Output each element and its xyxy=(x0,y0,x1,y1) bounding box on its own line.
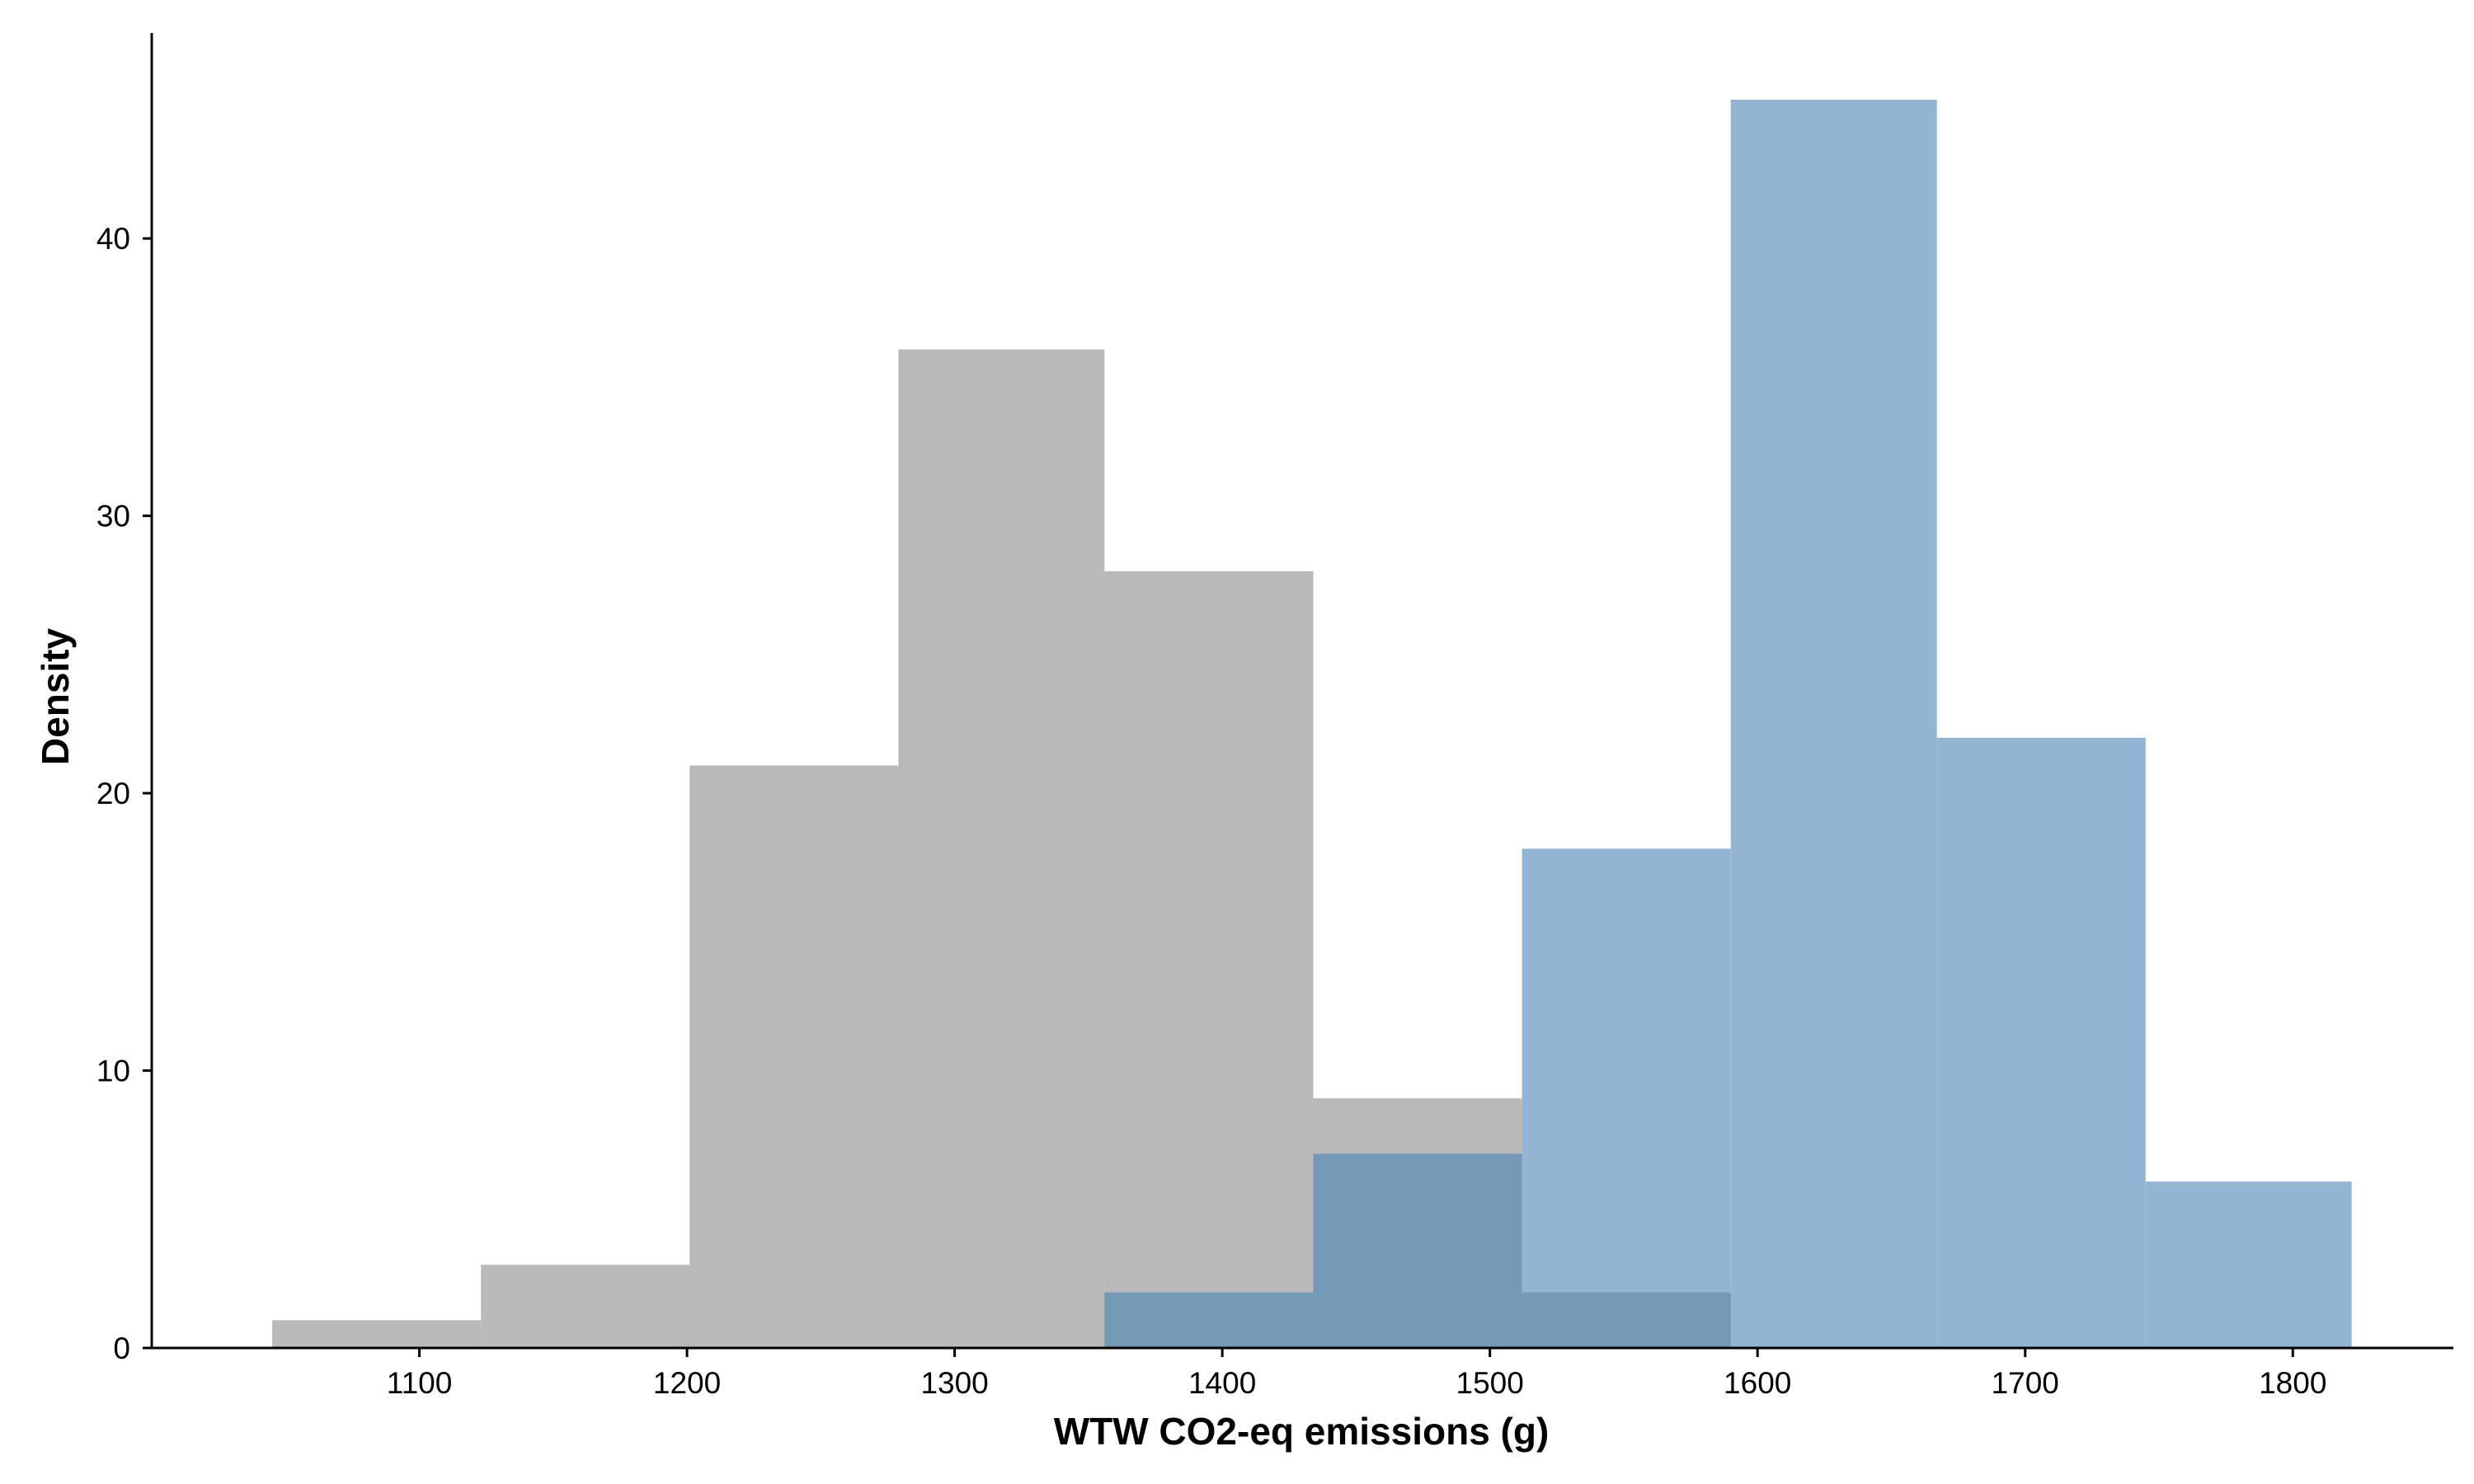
overlap-bar xyxy=(1104,1292,1314,1348)
series-2-bar xyxy=(1730,100,1937,1348)
series-1-bar xyxy=(1104,571,1314,1348)
y-tick-label: 10 xyxy=(96,1054,130,1088)
bars-layer xyxy=(272,100,2352,1348)
y-tick-label: 20 xyxy=(96,777,130,810)
series-1-bar xyxy=(689,765,899,1348)
series-2-bar xyxy=(1522,848,1731,1348)
x-tick-label: 1400 xyxy=(1188,1366,1256,1400)
series-1-bar xyxy=(898,349,1105,1348)
x-tick-label: 1600 xyxy=(1724,1366,1791,1400)
series-1-bar xyxy=(481,1265,690,1348)
y-axis-title: Density xyxy=(34,628,77,766)
overlap-bar xyxy=(1313,1153,1522,1348)
x-tick-label: 1100 xyxy=(387,1366,453,1400)
y-tick-label: 40 xyxy=(96,222,130,256)
overlap-bar xyxy=(1522,1292,1731,1348)
axes-layer xyxy=(148,33,2453,1350)
series-2-bar xyxy=(1936,737,2146,1348)
series-2-bar xyxy=(2145,1181,2352,1348)
series-1-bar xyxy=(272,1320,482,1348)
x-tick-label: 1300 xyxy=(920,1366,988,1400)
y-tick-label: 30 xyxy=(96,500,130,533)
ticks-layer: 1100 1200 1300 1400 1500 1600 1700 1800 0 10 20 30 4… xyxy=(96,222,2327,1400)
x-tick-label: 1800 xyxy=(2259,1366,2326,1400)
y-tick-label: 0 xyxy=(113,1331,130,1365)
x-tick-label: 1200 xyxy=(653,1366,721,1400)
x-tick-label: 1500 xyxy=(1456,1366,1524,1400)
x-tick-label: 1700 xyxy=(1992,1366,2059,1400)
x-axis-title: WTW CO2-eq emissions (g) xyxy=(1054,1410,1550,1453)
